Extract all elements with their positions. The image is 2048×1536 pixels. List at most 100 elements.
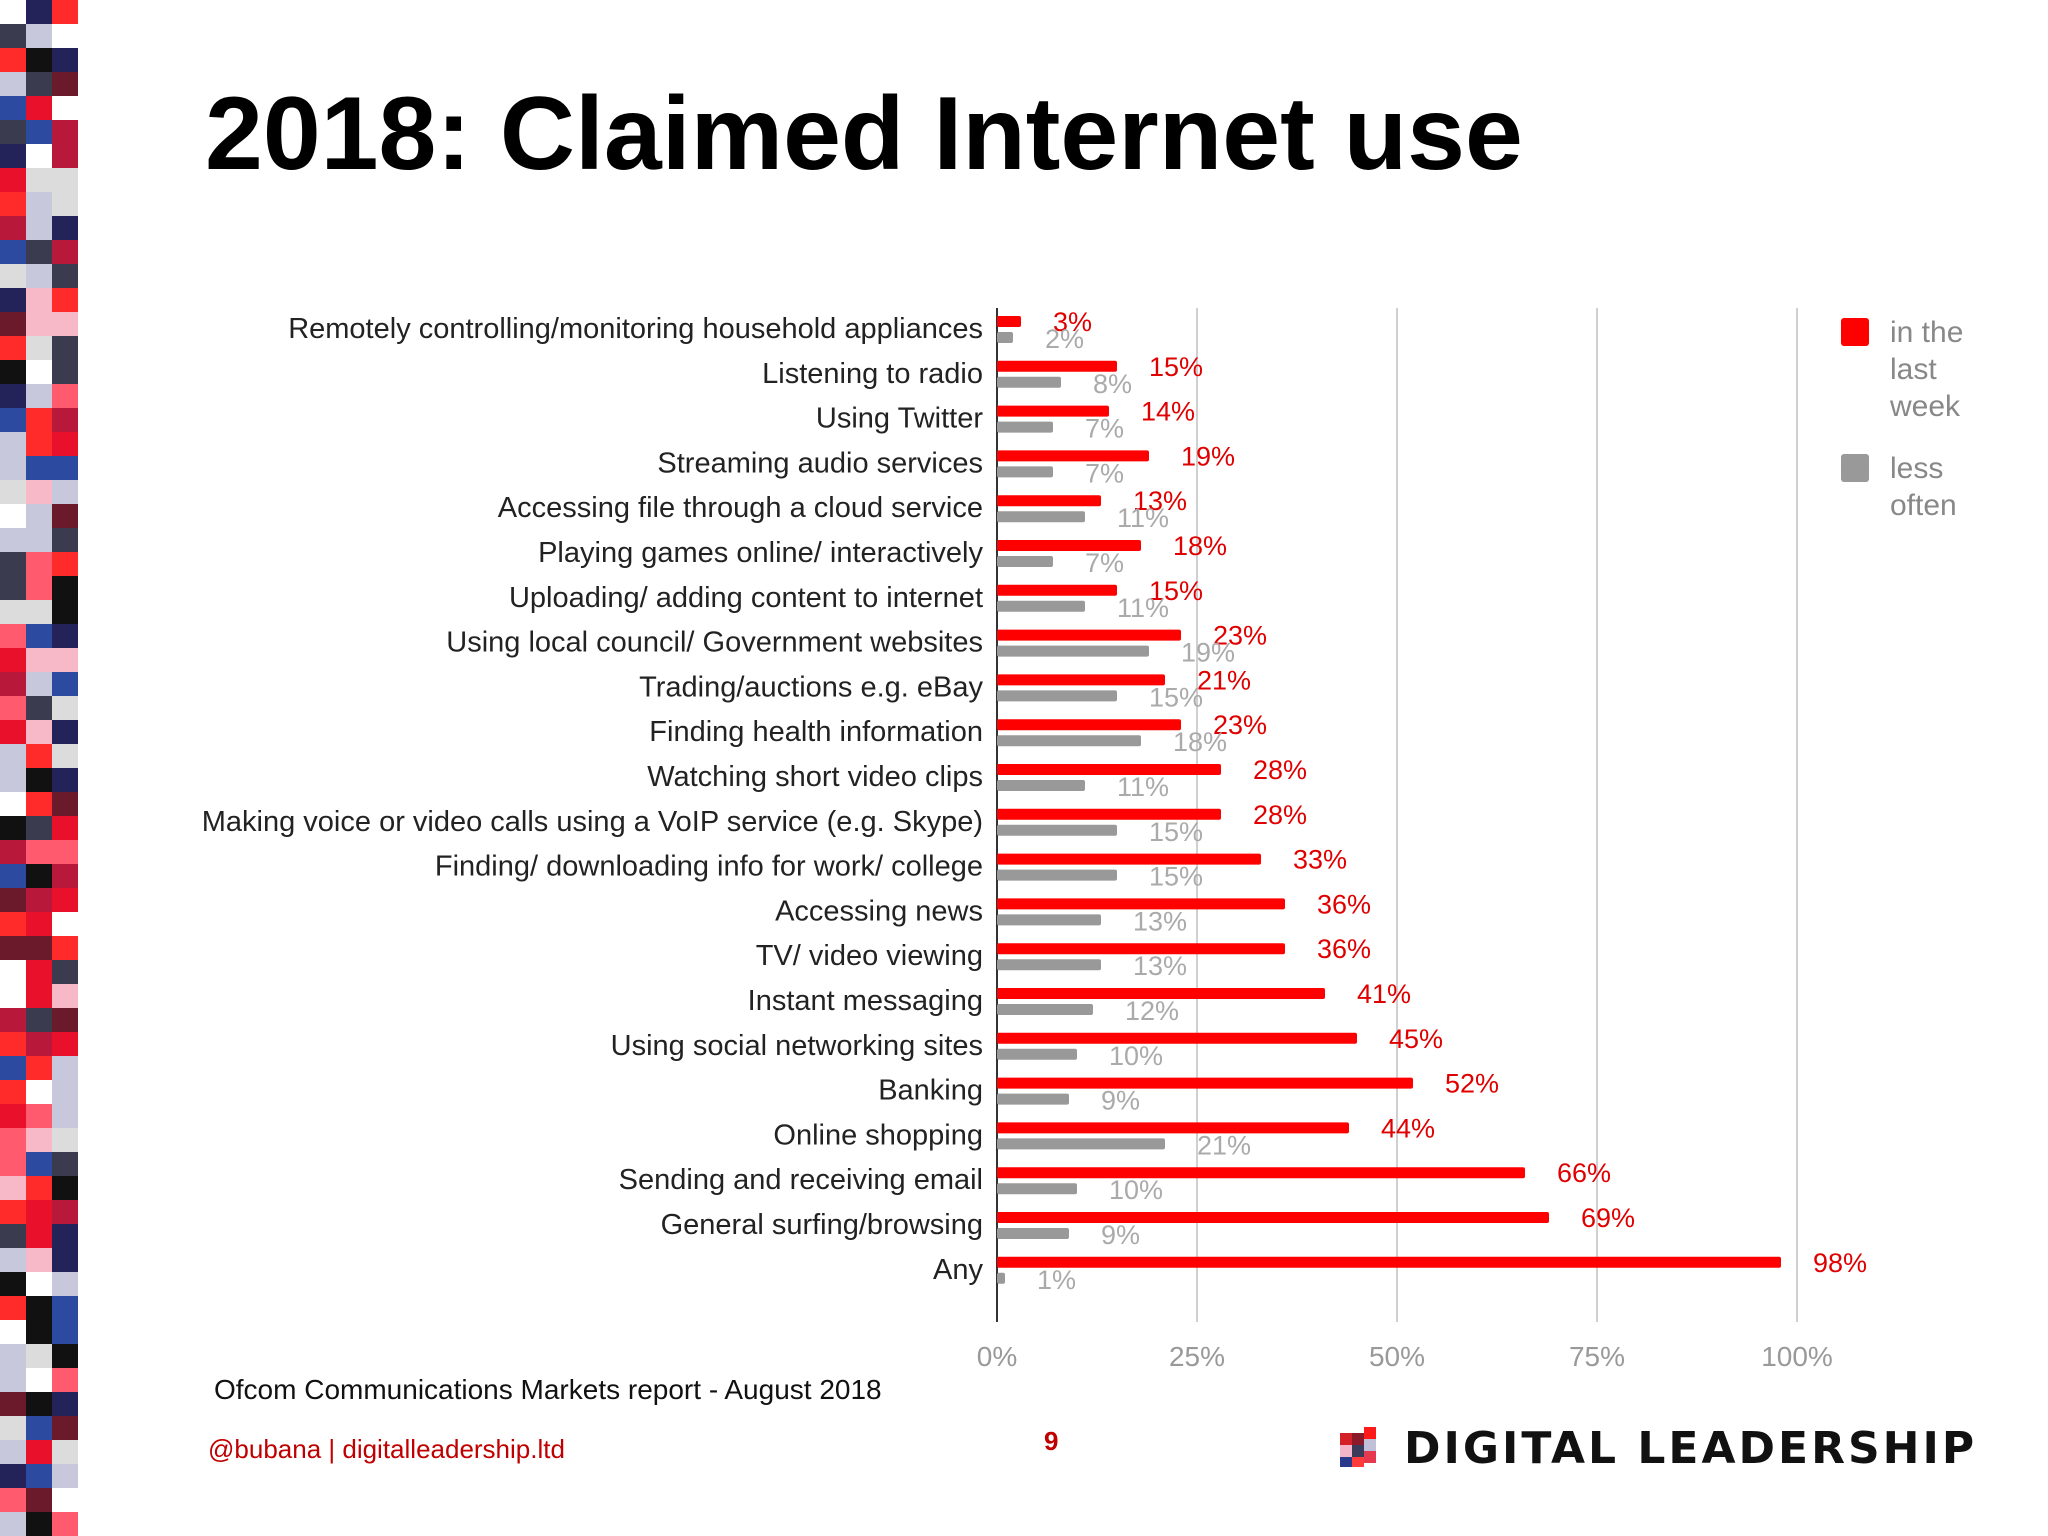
bar-less-often	[997, 600, 1085, 612]
pixel-cell	[0, 480, 26, 504]
value-label-less-often: 15%	[1149, 682, 1203, 712]
bar-last-week	[997, 1167, 1525, 1179]
category-label: TV/ video viewing	[756, 940, 983, 972]
bar-less-often	[997, 1093, 1069, 1105]
brand-name: DIGITAL LEADERSHIP	[1404, 1422, 1978, 1474]
pixel-cell	[26, 1104, 52, 1128]
value-label-last-week: 28%	[1253, 800, 1307, 830]
value-label-less-often: 11%	[1117, 772, 1169, 802]
bar-less-often	[997, 914, 1101, 926]
pixel-cell	[26, 408, 52, 432]
pixel-cell	[26, 240, 52, 264]
pixel-cell	[52, 936, 78, 960]
pixel-cell	[26, 168, 52, 192]
pixel-cell	[26, 1440, 52, 1464]
pixel-cell	[52, 0, 78, 24]
pixel-cell	[26, 1272, 52, 1296]
pixel-cell	[52, 384, 78, 408]
pixel-cell	[26, 0, 52, 24]
pixel-cell	[0, 216, 26, 240]
pixel-cell	[0, 312, 26, 336]
pixel-cell	[0, 672, 26, 696]
value-label-less-often: 10%	[1109, 1175, 1163, 1205]
legend-label: less	[1890, 452, 1943, 485]
bar-last-week	[997, 1077, 1413, 1089]
pixel-cell	[26, 816, 52, 840]
pixel-cell	[26, 600, 52, 624]
bar-last-week	[997, 405, 1109, 417]
pixel-cell	[0, 576, 26, 600]
bar-less-often	[997, 1138, 1165, 1150]
pixel-cell	[0, 1512, 26, 1536]
pixel-cell	[26, 192, 52, 216]
value-label-last-week: 15%	[1149, 576, 1203, 606]
category-label: Streaming audio services	[657, 447, 983, 479]
legend-label: last	[1890, 353, 1937, 386]
pixel-cell	[52, 840, 78, 864]
pixel-cell	[52, 1080, 78, 1104]
pixel-cell	[0, 1104, 26, 1128]
category-label: Instant messaging	[748, 985, 983, 1017]
value-label-less-often: 7%	[1085, 548, 1124, 578]
pixel-cell	[26, 480, 52, 504]
pixel-cell	[52, 120, 78, 144]
bar-last-week	[997, 316, 1021, 327]
legend-swatch	[1841, 454, 1869, 482]
pixel-cell	[26, 744, 52, 768]
pixel-cell	[52, 1224, 78, 1248]
category-label: Finding health information	[649, 716, 983, 748]
pixel-cell	[0, 1272, 26, 1296]
pixel-cell	[0, 72, 26, 96]
pixel-cell	[0, 960, 26, 984]
pixel-cell	[26, 1128, 52, 1152]
bar-less-often	[997, 556, 1053, 567]
pixel-cell	[26, 24, 52, 48]
bar-last-week	[997, 360, 1117, 372]
pixel-cell	[26, 48, 52, 72]
bar-last-week	[997, 1212, 1549, 1223]
bar-less-often	[997, 1183, 1077, 1195]
pixel-cell	[0, 1368, 26, 1392]
value-label-less-often: 13%	[1133, 951, 1187, 981]
pixel-cell	[52, 1320, 78, 1344]
pixel-cell	[52, 168, 78, 192]
bar-less-often	[997, 1272, 1005, 1284]
pixel-cell	[0, 792, 26, 816]
pixel-cell	[26, 1008, 52, 1032]
pixel-cell	[26, 504, 52, 528]
category-label: Using social networking sites	[611, 1030, 983, 1062]
pixel-cell	[52, 1248, 78, 1272]
pixel-cell	[0, 1488, 26, 1512]
pixel-cell	[52, 1464, 78, 1488]
pixel-cell	[52, 312, 78, 336]
x-tick-label: 75%	[1569, 1341, 1625, 1372]
value-label-less-often: 13%	[1133, 906, 1187, 936]
pixel-cell	[0, 504, 26, 528]
pixel-cell	[52, 1416, 78, 1440]
pixel-cell	[52, 672, 78, 696]
pixel-cell	[26, 840, 52, 864]
bar-last-week	[997, 1256, 1781, 1268]
value-label-last-week: 14%	[1141, 397, 1195, 427]
pixel-cell	[0, 144, 26, 168]
pixel-cell	[52, 144, 78, 168]
value-label-last-week: 13%	[1133, 486, 1187, 516]
pixel-cell	[52, 96, 78, 120]
bar-less-often	[997, 421, 1053, 433]
pixel-cell	[52, 456, 78, 480]
pixel-cell	[0, 744, 26, 768]
pixel-cell	[52, 48, 78, 72]
category-label: Remotely controlling/monitoring househol…	[288, 313, 983, 345]
brand-block: DIGITAL LEADERSHIP	[1340, 1418, 1977, 1478]
value-label-last-week: 66%	[1557, 1158, 1611, 1188]
bar-less-often	[997, 511, 1085, 523]
pixel-cell	[0, 888, 26, 912]
value-label-less-often: 12%	[1125, 996, 1179, 1026]
pixel-cell	[26, 672, 52, 696]
pixel-cell	[26, 648, 52, 672]
pixel-cell	[0, 624, 26, 648]
category-label: Playing games online/ interactively	[538, 537, 983, 569]
category-label: Listening to radio	[762, 358, 983, 390]
pixel-cell	[52, 432, 78, 456]
bar-less-often	[997, 824, 1117, 836]
